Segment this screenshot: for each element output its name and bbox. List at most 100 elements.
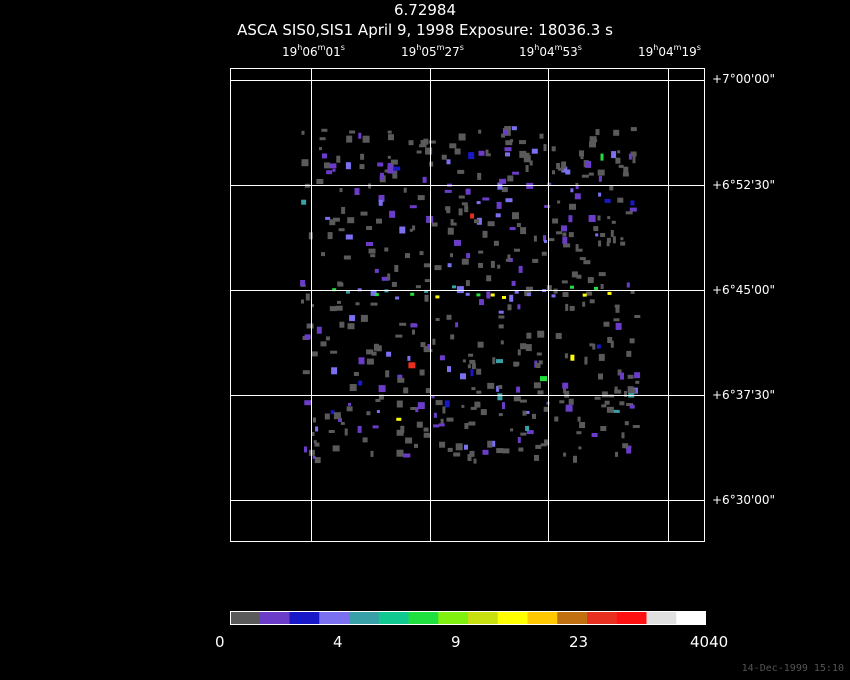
count-pixel xyxy=(387,166,395,174)
colorbar-swatch xyxy=(408,611,439,625)
count-pixel xyxy=(446,417,454,422)
count-pixel xyxy=(564,353,568,359)
count-pixel xyxy=(501,133,506,138)
count-pixel xyxy=(305,293,310,301)
count-pixel xyxy=(595,129,600,136)
count-pixel xyxy=(390,159,398,165)
count-pixel xyxy=(618,164,624,168)
count-pixel xyxy=(546,285,552,291)
count-pixel xyxy=(387,155,391,159)
count-pixel xyxy=(543,235,546,242)
count-pixel xyxy=(410,407,417,410)
observation-subtitle: ASCA SIS0,SIS1 April 9, 1998 Exposure: 1… xyxy=(237,21,613,39)
count-pixel xyxy=(357,288,362,292)
count-pixel xyxy=(576,274,582,279)
count-pixel xyxy=(449,143,457,149)
count-pixel xyxy=(576,431,582,435)
count-pixel xyxy=(338,228,345,232)
count-pixel xyxy=(570,354,575,361)
count-pixel xyxy=(312,455,316,459)
count-pixel xyxy=(368,248,376,254)
count-pixel xyxy=(486,291,491,299)
count-pixel xyxy=(311,432,315,436)
count-pixel xyxy=(461,202,468,206)
count-pixel xyxy=(301,159,309,167)
count-pixel xyxy=(487,382,495,389)
count-pixel xyxy=(562,236,568,244)
count-pixel xyxy=(478,250,484,254)
count-pixel xyxy=(632,156,636,164)
count-pixel xyxy=(525,425,530,431)
count-pixel xyxy=(597,169,605,176)
count-pixel xyxy=(525,165,529,172)
count-pixel xyxy=(606,237,611,243)
count-pixel xyxy=(565,169,571,175)
count-pixel xyxy=(332,217,340,222)
count-pixel xyxy=(629,404,635,409)
ra-minutes: 04 xyxy=(539,45,555,59)
count-pixel xyxy=(555,333,562,339)
count-pixel xyxy=(349,130,356,134)
count-pixel xyxy=(458,133,466,141)
count-pixel xyxy=(336,155,341,163)
count-pixel xyxy=(357,425,362,433)
count-pixel xyxy=(551,146,556,152)
count-pixel xyxy=(423,427,429,432)
count-pixel xyxy=(482,449,489,455)
count-pixel xyxy=(543,406,549,412)
count-pixel xyxy=(454,239,461,246)
count-pixel xyxy=(630,200,635,206)
count-pixel xyxy=(362,135,370,143)
count-pixel xyxy=(617,150,621,154)
count-pixel xyxy=(595,233,599,237)
count-pixel xyxy=(501,187,508,193)
count-pixel xyxy=(445,206,449,211)
count-pixel xyxy=(607,216,611,220)
count-pixel xyxy=(458,208,463,216)
count-pixel xyxy=(619,401,625,406)
count-pixel xyxy=(570,188,574,193)
count-pixel xyxy=(520,432,527,436)
count-pixel xyxy=(526,430,534,435)
count-pixel xyxy=(429,161,434,167)
count-pixel xyxy=(471,387,476,391)
ra-hours: 19 xyxy=(282,45,298,59)
count-pixel xyxy=(326,170,333,175)
count-pixel xyxy=(412,329,415,335)
colorbar-label: 9 xyxy=(451,633,461,651)
count-pixel xyxy=(525,344,532,352)
count-pixel xyxy=(447,366,451,373)
count-pixel xyxy=(347,217,355,224)
colorbar-label: 0 xyxy=(215,633,225,651)
count-pixel xyxy=(518,265,523,273)
count-pixel xyxy=(598,353,605,361)
count-pixel xyxy=(584,356,588,363)
count-pixel xyxy=(557,200,561,204)
count-pixel xyxy=(543,144,547,152)
count-pixel xyxy=(319,137,326,141)
count-pixel xyxy=(598,192,602,197)
count-pixel xyxy=(469,359,476,364)
count-pixel xyxy=(438,423,445,427)
count-pixel xyxy=(532,413,536,419)
count-pixel xyxy=(310,304,314,308)
count-pixel xyxy=(628,153,632,160)
count-pixel xyxy=(498,324,504,329)
count-pixel xyxy=(376,218,382,224)
count-pixel xyxy=(420,342,426,348)
count-pixel xyxy=(435,295,440,299)
count-pixel xyxy=(597,215,601,221)
count-pixel xyxy=(403,387,409,394)
count-pixel xyxy=(499,178,507,184)
count-pixel xyxy=(322,153,327,159)
count-pixel xyxy=(634,315,641,318)
count-pixel xyxy=(561,161,567,169)
count-pixel xyxy=(565,404,573,412)
count-pixel xyxy=(574,193,581,200)
count-pixel xyxy=(465,280,470,287)
count-pixel xyxy=(358,357,365,365)
count-pixel xyxy=(340,421,345,425)
count-pixel xyxy=(427,344,431,351)
count-pixel xyxy=(505,152,510,157)
count-pixel xyxy=(321,128,328,132)
